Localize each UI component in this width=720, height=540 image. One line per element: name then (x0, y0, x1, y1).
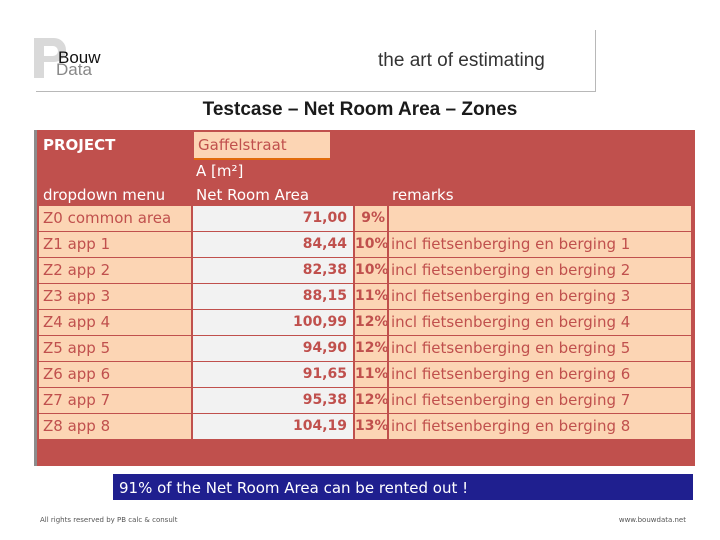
percent-cell: 10% (355, 258, 389, 283)
header-divider-horizontal (36, 91, 596, 92)
area-cell[interactable]: 91,65 (193, 362, 353, 387)
table-row: Z0 common area 71,00 9% (37, 206, 695, 232)
table-row: Z3 app 3 88,15 11% incl fietsenberging e… (37, 284, 695, 310)
remark-cell[interactable]: incl fietsenberging en berging 6 (389, 362, 691, 387)
spreadsheet: PROJECT Gaffelstraat A [m²] dropdown men… (34, 130, 695, 466)
percent-cell: 12% (355, 336, 389, 361)
logo-text-bouw: Bouw (58, 48, 101, 67)
area-cell[interactable]: 82,38 (193, 258, 353, 283)
area-cell[interactable]: 88,15 (193, 284, 353, 309)
footer-website: www.bouwdata.net (618, 516, 686, 524)
remark-cell[interactable]: incl fietsenberging en berging 5 (389, 336, 691, 361)
table-row: Z5 app 5 94,90 12% incl fietsenberging e… (37, 336, 695, 362)
zone-dropdown-cell[interactable]: Z4 app 4 (39, 310, 191, 335)
project-value-cell[interactable]: Gaffelstraat (194, 132, 330, 160)
area-cell[interactable]: 100,99 (193, 310, 353, 335)
column-header-dropdown: dropdown menu (43, 186, 166, 204)
column-header-net-room-area: Net Room Area (196, 186, 310, 204)
remark-cell[interactable] (389, 206, 691, 231)
percent-cell: 13% (355, 414, 389, 439)
remark-cell[interactable]: incl fietsenberging en berging 8 (389, 414, 691, 439)
area-cell[interactable]: 94,90 (193, 336, 353, 361)
zone-dropdown-cell[interactable]: Z5 app 5 (39, 336, 191, 361)
percent-cell: 12% (355, 388, 389, 413)
table-row: Z8 app 8 104,19 13% incl fietsenberging … (37, 414, 695, 440)
column-header-remarks: remarks (392, 186, 454, 204)
zone-dropdown-cell[interactable]: Z8 app 8 (39, 414, 191, 439)
remark-cell[interactable]: incl fietsenberging en berging 3 (389, 284, 691, 309)
table-row: Z4 app 4 100,99 12% incl fietsenberging … (37, 310, 695, 336)
percent-cell: 10% (355, 232, 389, 257)
table-row: Z7 app 7 95,38 12% incl fietsenberging e… (37, 388, 695, 414)
pb-logo-mark-icon (34, 38, 66, 78)
percent-cell: 11% (355, 362, 389, 387)
zone-dropdown-cell[interactable]: Z2 app 2 (39, 258, 191, 283)
remark-cell[interactable]: incl fietsenberging en berging 7 (389, 388, 691, 413)
footer-copyright: All rights reserved by PB calc & consult (40, 516, 178, 524)
zone-dropdown-cell[interactable]: Z6 app 6 (39, 362, 191, 387)
area-cell[interactable]: 95,38 (193, 388, 353, 413)
column-header-area-unit: A [m²] (196, 162, 244, 180)
percent-cell: 12% (355, 310, 389, 335)
header-divider-vertical (595, 30, 596, 92)
page-title: Testcase – Net Room Area – Zones (202, 99, 518, 120)
table-row: Z1 app 1 84,44 10% incl fietsenberging e… (37, 232, 695, 258)
project-label: PROJECT (43, 136, 116, 154)
summary-banner: 91% of the Net Room Area can be rented o… (113, 474, 693, 500)
zone-dropdown-cell[interactable]: Z7 app 7 (39, 388, 191, 413)
zone-dropdown-cell[interactable]: Z3 app 3 (39, 284, 191, 309)
area-cell[interactable]: 84,44 (193, 232, 353, 257)
area-cell[interactable]: 71,00 (193, 206, 353, 231)
tagline: the art of estimating (378, 50, 545, 71)
logo-text-data: Data (56, 60, 92, 79)
remark-cell[interactable]: incl fietsenberging en berging 1 (389, 232, 691, 257)
area-cell[interactable]: 104,19 (193, 414, 353, 439)
remark-cell[interactable]: incl fietsenberging en berging 4 (389, 310, 691, 335)
bouwdata-logo: Bouw Data (32, 36, 112, 80)
percent-cell: 11% (355, 284, 389, 309)
zone-dropdown-cell[interactable]: Z0 common area (39, 206, 191, 231)
zone-dropdown-cell[interactable]: Z1 app 1 (39, 232, 191, 257)
table-row: Z6 app 6 91,65 11% incl fietsenberging e… (37, 362, 695, 388)
remark-cell[interactable]: incl fietsenberging en berging 2 (389, 258, 691, 283)
table-row: Z2 app 2 82,38 10% incl fietsenberging e… (37, 258, 695, 284)
percent-cell: 9% (355, 206, 387, 231)
